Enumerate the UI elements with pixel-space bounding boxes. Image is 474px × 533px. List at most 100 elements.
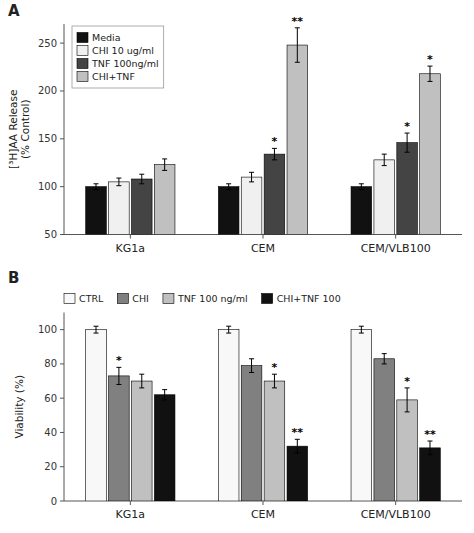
error-bar (226, 184, 231, 190)
bar (241, 366, 262, 501)
legend: MediaCHI 10 ug/mlTNF 100ng/mlCHI+TNF (72, 26, 164, 88)
y-axis (64, 313, 65, 502)
error-bar-cap (226, 183, 231, 184)
error-bar (295, 439, 300, 453)
bar (218, 187, 239, 235)
legend-swatch (77, 59, 88, 69)
error-bar-cap (359, 326, 364, 327)
x-tick (130, 235, 131, 239)
y-tick-label: 40 (44, 427, 57, 438)
legend-box (72, 26, 164, 88)
plot-area (86, 326, 441, 501)
y-axis-label: [³H]AA Release (7, 90, 19, 169)
legend-label: CHI+TNF (92, 71, 135, 82)
x-tick-label: CEM/VLB100 (361, 508, 431, 521)
error-bar-stem (164, 390, 165, 400)
error-bar-cap (139, 174, 144, 175)
legend-label: TNF 100 ng/ml (177, 293, 248, 304)
error-bar-stem (361, 184, 362, 190)
error-bar-cap (162, 389, 167, 390)
error-bar (427, 441, 432, 455)
x-tick-label: CEM (251, 508, 275, 521)
bar (264, 154, 285, 234)
significance-marker: * (404, 375, 410, 388)
error-bar (226, 326, 231, 333)
error-bar-stem (118, 178, 119, 186)
error-bar (116, 178, 121, 186)
legend-label: CHI (132, 293, 149, 304)
error-bar (405, 388, 410, 412)
y-tick-label: 150 (38, 133, 57, 144)
error-bar-cap (94, 333, 99, 334)
bar (397, 400, 418, 501)
error-bar (162, 390, 167, 400)
error-bar (249, 172, 254, 182)
chart: A50100150200250[³H]AA Release(% Control)… (0, 0, 474, 533)
error-bar-cap (249, 172, 254, 173)
error-bar (272, 374, 277, 388)
error-bar-stem (407, 133, 408, 152)
legend-swatch (77, 33, 88, 43)
error-bar-cap (382, 363, 387, 364)
significance-marker: * (427, 53, 433, 66)
error-bar-stem (274, 374, 275, 388)
x-tick-label: CEM/VLB100 (361, 242, 431, 255)
y-tick (60, 329, 64, 330)
error-bar-stem (361, 326, 362, 333)
error-bar (295, 28, 300, 62)
legend: CTRLCHITNF 100 ng/mlCHI+TNF 100 (64, 293, 341, 304)
panel: A50100150200250[³H]AA Release(% Control)… (7, 2, 462, 255)
error-bar (162, 159, 167, 170)
error-bar (359, 326, 364, 333)
error-bar-cap (139, 374, 144, 375)
x-tick-label: KG1a (116, 508, 145, 521)
significance-marker: ** (424, 428, 436, 441)
error-bar (94, 184, 99, 190)
error-bar-cap (382, 165, 387, 166)
panel-title: B (8, 269, 19, 287)
error-bar-cap (272, 159, 277, 160)
error-bar-stem (96, 326, 97, 333)
error-bar-stem (141, 374, 142, 388)
error-bar-cap (162, 158, 167, 159)
significance-marker: * (116, 354, 122, 367)
panel-title: A (8, 2, 20, 20)
y-tick-label: 50 (44, 229, 57, 240)
significance-marker: * (404, 120, 410, 133)
error-bar-cap (359, 189, 364, 190)
y-tick (60, 466, 64, 467)
error-bar (272, 148, 277, 159)
legend-swatch (77, 46, 88, 56)
error-bar-stem (384, 354, 385, 364)
significance-marker: ** (292, 426, 304, 439)
significance-marker: * (272, 135, 278, 148)
error-bar-cap (249, 181, 254, 182)
error-bar (427, 66, 432, 81)
bar (374, 160, 395, 235)
error-bar-cap (359, 333, 364, 334)
error-bar-cap (139, 183, 144, 184)
y-tick-label: 0 (51, 496, 57, 507)
error-bar (139, 374, 144, 388)
error-bar (116, 367, 121, 384)
y-tick (60, 501, 64, 502)
error-bar (249, 359, 254, 373)
y-tick-label: 60 (44, 393, 57, 404)
legend-label: CHI 10 ug/ml (92, 45, 154, 56)
legend-label: TNF 100ng/ml (91, 58, 159, 69)
bar (109, 182, 130, 235)
error-bar-stem (141, 174, 142, 184)
x-tick (263, 501, 264, 505)
error-bar-cap (116, 178, 121, 179)
legend-swatch (64, 294, 75, 304)
legend-label: CHI+TNF 100 (277, 293, 341, 304)
y-tick-label: 20 (44, 461, 57, 472)
y-tick-label: 100 (38, 324, 57, 335)
x-tick (395, 235, 396, 239)
plot-area (86, 28, 441, 235)
legend-swatch (77, 72, 88, 82)
error-bar-cap (359, 183, 364, 184)
error-bar-cap (226, 326, 231, 327)
error-bar-stem (297, 28, 298, 62)
error-bar-cap (116, 185, 121, 186)
